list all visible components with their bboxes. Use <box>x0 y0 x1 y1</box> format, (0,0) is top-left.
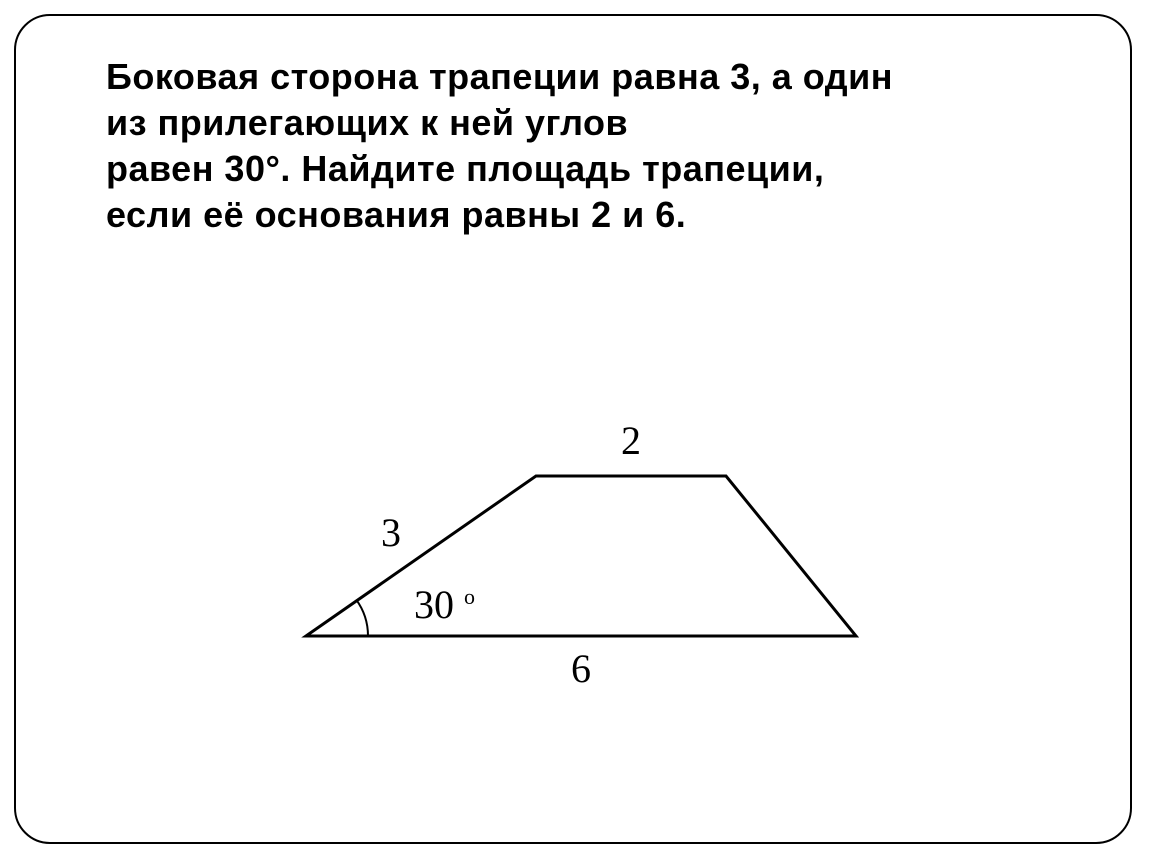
problem-statement: Боковая сторона трапеции равна 3, а один… <box>106 54 1074 238</box>
problem-line-4: если её основания равны 2 и 6. <box>106 192 1074 238</box>
problem-line-1: Боковая сторона трапеции равна 3, а один <box>106 54 1074 100</box>
angle-arc <box>356 600 368 636</box>
problem-line-3: равен 30°. Найдите площадь трапеции, <box>106 146 1074 192</box>
slide-frame: Боковая сторона трапеции равна 3, а один… <box>14 14 1132 844</box>
label-left-side: 3 <box>381 510 401 555</box>
problem-line-2: из прилегающих к ней углов <box>106 100 1074 146</box>
label-bottom-side: 6 <box>571 646 591 691</box>
label-angle: 30 o <box>414 582 475 627</box>
trapezoid-figure: 2 3 6 30 o <box>246 356 946 716</box>
label-top-side: 2 <box>621 418 641 463</box>
trapezoid-shape <box>306 476 856 636</box>
